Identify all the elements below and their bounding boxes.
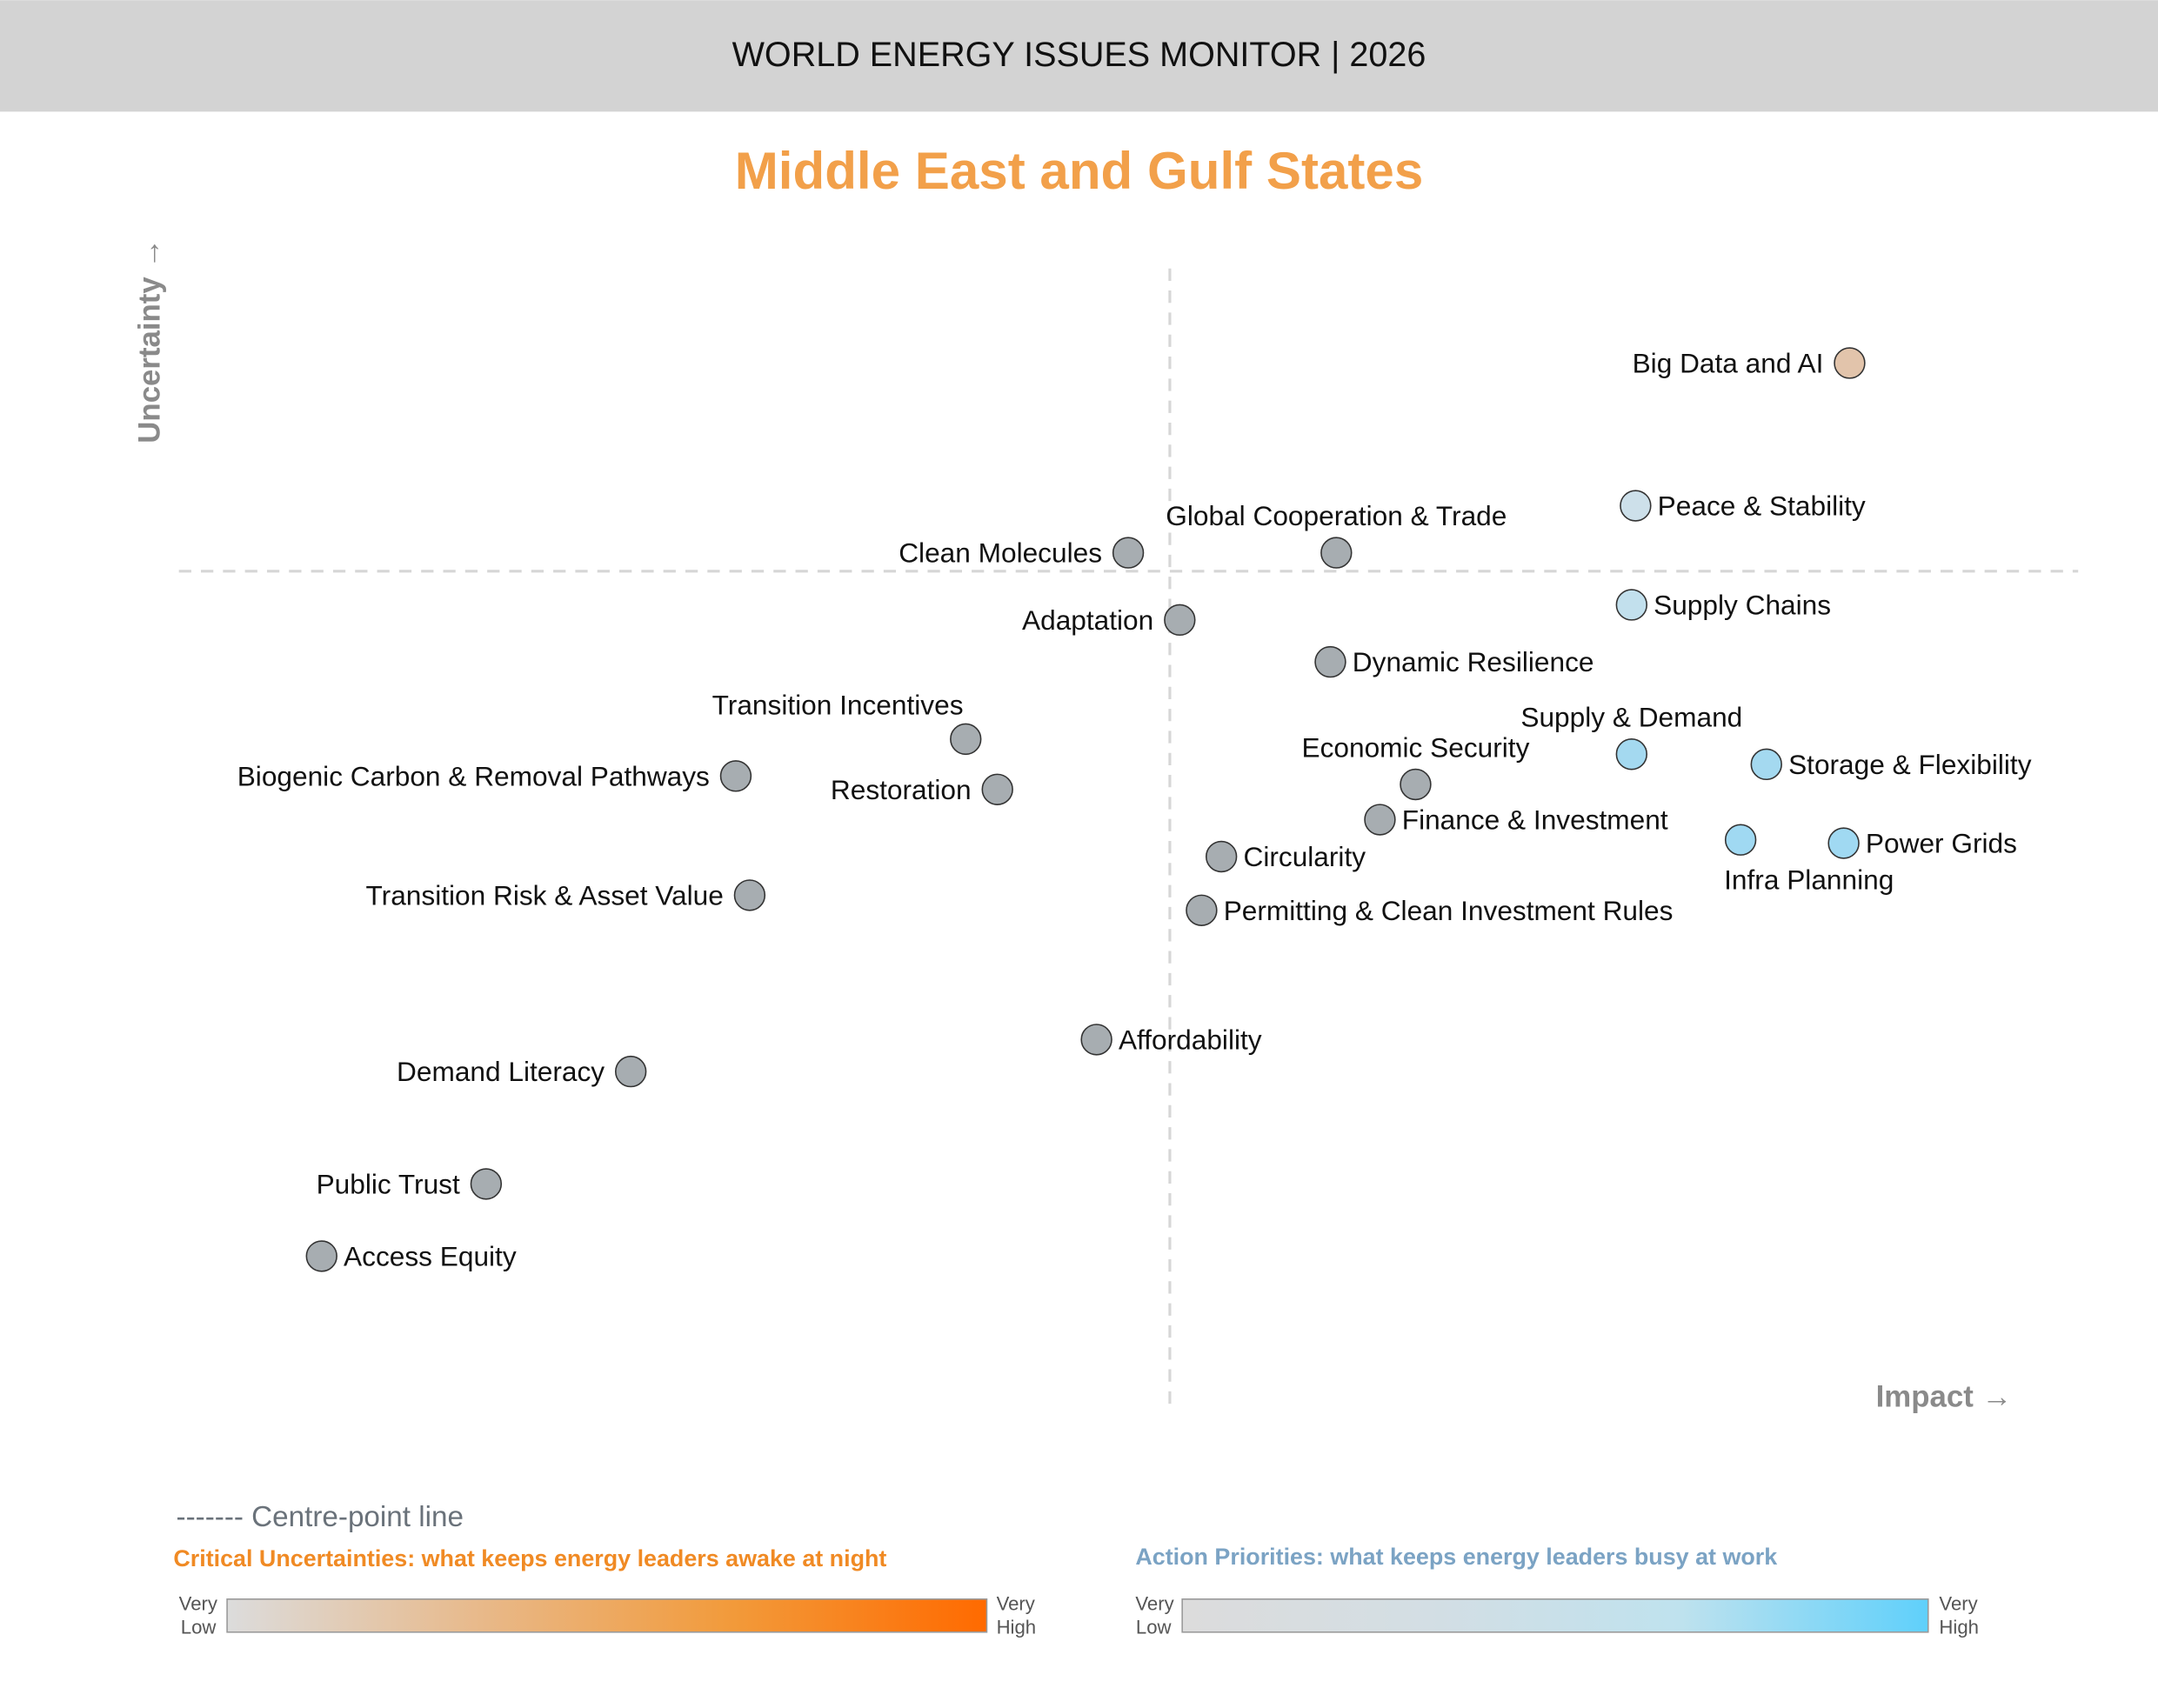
point-label: Finance & Investment <box>1402 804 1668 836</box>
point-marker[interactable] <box>1320 537 1353 569</box>
point-label: Adaptation <box>1022 604 1153 636</box>
point-marker[interactable] <box>1827 827 1860 859</box>
point-marker[interactable] <box>1112 537 1145 569</box>
uncertainties-high-label-2: High <box>997 1616 1037 1638</box>
point-label: Clean Molecules <box>899 537 1102 569</box>
point-marker[interactable] <box>1400 768 1432 801</box>
y-axis-label: Uncertainty → <box>133 238 167 444</box>
point-marker[interactable] <box>981 773 1013 805</box>
point-marker[interactable] <box>470 1168 503 1200</box>
point-label: Biogenic Carbon & Removal Pathways <box>237 760 710 791</box>
point-marker[interactable] <box>1834 347 1866 379</box>
priorities-high-label-2: High <box>1939 1616 1979 1638</box>
point-marker[interactable] <box>1750 748 1782 781</box>
point-label: Storage & Flexibility <box>1788 749 2032 780</box>
point-label: Transition Incentives <box>712 689 964 720</box>
point-label: Peace & Stability <box>1658 490 1866 522</box>
point-marker[interactable] <box>1364 804 1396 836</box>
uncertainties-high-label: Very <box>997 1592 1036 1614</box>
centre-line-legend: ------- Centre-point line <box>177 1501 464 1533</box>
uncertainties-low-label-2: Low <box>181 1616 217 1638</box>
point-label: Access Equity <box>344 1241 517 1272</box>
point-marker[interactable] <box>719 760 752 792</box>
point-marker[interactable] <box>950 723 982 756</box>
point-marker[interactable] <box>1080 1024 1112 1056</box>
chart-title: Middle East and Gulf States <box>735 142 1424 200</box>
point-marker[interactable] <box>1164 604 1196 637</box>
header-title: WORLD ENERGY ISSUES MONITOR | 2026 <box>732 36 1426 74</box>
point-marker[interactable] <box>1314 645 1346 678</box>
point-marker[interactable] <box>1186 894 1218 926</box>
points-layer: Big Data and AI Peace & Stability Supply C… <box>237 347 2032 1272</box>
uncertainties-low-label: Very <box>179 1592 218 1614</box>
uncertainties-scale-bar <box>226 1598 988 1633</box>
point-label: Demand Literacy <box>397 1056 605 1087</box>
point-marker[interactable] <box>1205 840 1238 873</box>
point-marker[interactable] <box>614 1055 647 1088</box>
point-label: Supply Chains <box>1654 590 1831 621</box>
point-label: Power Grids <box>1866 828 2017 859</box>
point-label: Restoration <box>831 774 972 805</box>
point-label: Supply & Demand <box>1520 702 1742 733</box>
point-marker[interactable] <box>733 879 766 911</box>
point-label: Affordability <box>1119 1024 1262 1055</box>
priorities-low-label-2: Low <box>1136 1616 1173 1638</box>
point-label: Circularity <box>1243 841 1366 872</box>
point-marker[interactable] <box>1620 490 1652 522</box>
point-marker[interactable] <box>1724 824 1757 856</box>
priorities-scale-bar <box>1181 1598 1929 1633</box>
point-label: Transition Risk & Asset Value <box>366 879 724 911</box>
point-marker[interactable] <box>1615 589 1648 621</box>
point-label: Public Trust <box>317 1169 460 1200</box>
point-marker[interactable] <box>305 1240 337 1272</box>
point-label: Permitting & Clean Investment Rules <box>1224 895 1674 926</box>
priorities-low-label: Very <box>1135 1592 1174 1614</box>
uncertainties-legend-title: Critical Uncertainties: what keeps energ… <box>173 1545 886 1571</box>
point-marker[interactable] <box>1615 738 1648 771</box>
point-label: Big Data and AI <box>1633 348 1824 379</box>
priorities-high-label: Very <box>1939 1592 1978 1614</box>
x-axis-label: Impact → <box>1876 1379 2013 1413</box>
point-label: Dynamic Resilience <box>1353 646 1594 677</box>
point-label: Infra Planning <box>1724 864 1894 896</box>
priorities-legend-title: Action Priorities: what keeps energy lea… <box>1135 1544 1777 1570</box>
point-label: Global Cooperation & Trade <box>1166 500 1507 531</box>
point-label: Economic Security <box>1302 731 1530 763</box>
header-bar <box>0 0 2158 112</box>
